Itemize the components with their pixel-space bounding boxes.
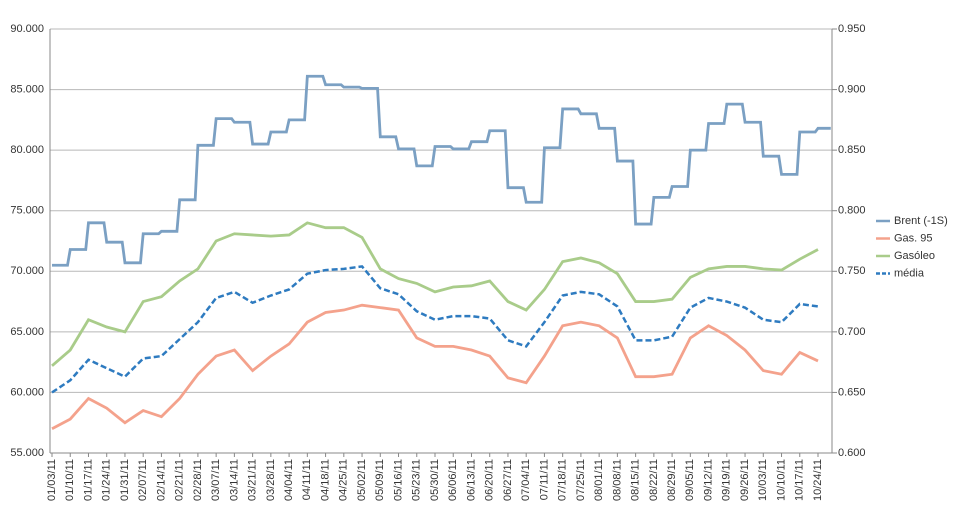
x-tick-label: 05/02/11	[356, 459, 368, 501]
x-tick-label: 06/06/11	[447, 459, 459, 501]
x-tick-label: 07/18/11	[557, 459, 569, 501]
x-tick-label: 01/03/11	[46, 459, 58, 501]
x-tick-label: 05/16/11	[392, 459, 404, 501]
x-tick-label: 01/31/11	[119, 459, 131, 501]
y-tick-label: 90.000	[10, 23, 44, 35]
x-tick-label: 10/10/11	[775, 459, 787, 501]
x-tick-label: 10/17/11	[794, 459, 806, 501]
x-tick-label: 07/04/11	[520, 459, 532, 501]
legend-label: Brent (-1S)	[894, 215, 948, 227]
y2-tick-label: 0.700	[838, 326, 866, 338]
series-line	[51, 221, 819, 367]
series-line	[51, 303, 819, 431]
x-tick-label: 06/27/11	[502, 459, 514, 501]
x-tick-label: 04/11/11	[301, 459, 313, 500]
y2-tick-label: 0.600	[838, 447, 866, 459]
y2-tick-label: 0.800	[838, 205, 866, 217]
x-tick-label: 04/25/11	[338, 459, 350, 501]
y-tick-label: 60.000	[10, 386, 44, 398]
x-tick-label: 01/10/11	[64, 459, 76, 501]
y-tick-label: 55.000	[10, 447, 44, 459]
x-tick-label: 08/22/11	[648, 459, 660, 501]
x-tick-label: 07/25/11	[575, 459, 587, 501]
x-tick-label: 08/15/11	[630, 459, 642, 501]
x-tick-label: 06/13/11	[465, 459, 477, 501]
x-tick-label: 02/14/11	[155, 459, 167, 501]
x-tick-label: 09/19/11	[721, 459, 733, 501]
x-tick-label: 08/29/11	[666, 459, 678, 501]
x-tick-label: 05/30/11	[429, 459, 441, 501]
y-tick-label: 85.000	[10, 83, 44, 95]
x-tick-label: 08/08/11	[611, 459, 623, 501]
x-tick-label: 03/21/11	[247, 459, 259, 501]
x-tick-label: 04/18/11	[319, 459, 331, 501]
y-tick-label: 75.000	[10, 205, 44, 217]
x-tick-label: 02/07/11	[137, 459, 149, 501]
x-tick-label: 09/12/11	[702, 459, 714, 501]
x-tick-label: 10/24/11	[812, 459, 824, 501]
legend-label: Gasóleo	[894, 250, 935, 262]
x-tick-label: 07/11/11	[538, 459, 550, 500]
x-tick-label: 05/23/11	[411, 459, 423, 501]
y2-tick-label: 0.900	[838, 83, 866, 95]
x-tick-label: 03/14/11	[228, 459, 240, 501]
y2-tick-label: 0.850	[838, 144, 866, 156]
x-tick-label: 02/28/11	[192, 459, 204, 501]
x-tick-label: 09/05/11	[684, 459, 696, 501]
x-tick-label: 08/01/11	[593, 459, 605, 501]
x-tick-label: 03/07/11	[210, 459, 222, 501]
y2-tick-label: 0.650	[838, 386, 866, 398]
x-tick-label: 10/03/11	[757, 459, 769, 501]
x-tick-label: 03/28/11	[265, 459, 277, 501]
x-tick-label: 01/24/11	[101, 459, 113, 501]
x-tick-label: 05/09/11	[374, 459, 386, 501]
y-tick-label: 80.000	[10, 144, 44, 156]
x-tick-label: 06/20/11	[484, 459, 496, 501]
x-tick-label: 01/17/11	[82, 459, 94, 501]
y-tick-label: 65.000	[10, 326, 44, 338]
legend-label: Gas. 95	[894, 232, 933, 244]
y2-tick-label: 0.750	[838, 265, 866, 277]
x-tick-label: 09/26/11	[739, 459, 751, 501]
series-line	[52, 74, 831, 267]
x-tick-label: 04/04/11	[283, 459, 295, 501]
x-tick-label: 02/21/11	[174, 459, 186, 501]
y2-tick-label: 0.950	[838, 23, 866, 35]
y-tick-label: 70.000	[10, 265, 44, 277]
legend-label: média	[894, 267, 925, 279]
series-line	[51, 265, 819, 394]
